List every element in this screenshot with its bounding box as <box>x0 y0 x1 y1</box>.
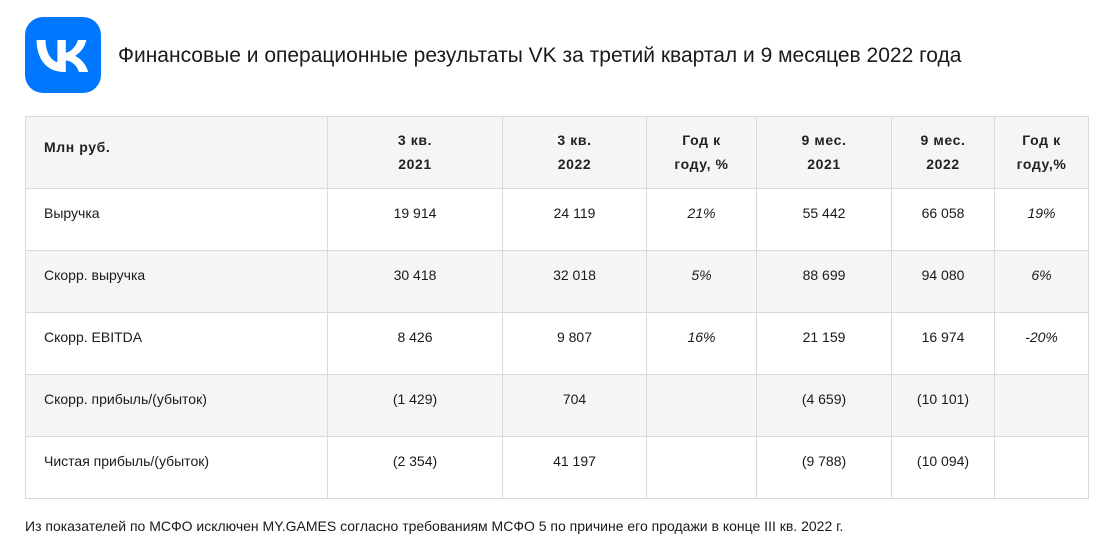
column-header-line: 2021 <box>807 156 841 172</box>
table-row: Скорр. выручка 30 418 32 018 5% 88 699 9… <box>25 250 1089 313</box>
column-header-q3-2022: 3 кв. 2022 <box>502 116 647 189</box>
column-header-line: году, % <box>674 156 729 172</box>
table-cell: 19 914 <box>327 188 503 251</box>
column-header-yoy-9m: Год к году,% <box>994 116 1089 189</box>
table-row: Скорр. EBITDA 8 426 9 807 16% 21 159 16 … <box>25 312 1089 375</box>
row-label: Выручка <box>25 188 328 251</box>
column-header-line: 2022 <box>557 156 592 172</box>
page-title: Финансовые и операционные результаты VK … <box>118 44 962 67</box>
table-cell: (10 101) <box>891 374 995 437</box>
footnote: Из показателей по МСФО исключен MY.GAMES… <box>25 518 844 534</box>
column-header-line: году,% <box>1016 156 1067 172</box>
table-header-row: Млн руб. 3 кв. 2021 3 кв. 2022 Год к году, … <box>25 116 1089 189</box>
row-label: Чистая прибыль/(убыток) <box>25 436 328 499</box>
table-cell: 24 119 <box>502 188 647 251</box>
column-header-9m-2022: 9 мес. 2022 <box>891 116 995 189</box>
table-cell: (4 659) <box>756 374 892 437</box>
table-cell-percent: 6% <box>994 250 1089 313</box>
column-header-line: 9 мес. <box>920 132 966 148</box>
vk-logo-glyph <box>36 40 89 72</box>
table-cell-percent: 21% <box>646 188 757 251</box>
row-label: Скорр. выручка <box>25 250 328 313</box>
table-cell-percent: 16% <box>646 312 757 375</box>
column-header-line: 3 кв. <box>397 132 433 148</box>
column-header-9m-2021: 9 мес. 2021 <box>756 116 892 189</box>
table-cell: (10 094) <box>891 436 995 499</box>
table-cell-percent <box>994 374 1089 437</box>
table-cell: 55 442 <box>756 188 892 251</box>
table-row: Выручка 19 914 24 119 21% 55 442 66 058 … <box>25 188 1089 251</box>
table-cell: (2 354) <box>327 436 503 499</box>
financial-results-table: Млн руб. 3 кв. 2021 3 кв. 2022 Год к году, … <box>25 116 1089 499</box>
table-cell-percent <box>646 436 757 499</box>
table-cell-percent: 19% <box>994 188 1089 251</box>
table-cell: 88 699 <box>756 250 892 313</box>
table-cell: 41 197 <box>502 436 647 499</box>
column-header-line: Млн руб. <box>44 139 111 155</box>
table-cell-percent: -20% <box>994 312 1089 375</box>
column-header-units: Млн руб. <box>25 116 328 189</box>
table-cell: 32 018 <box>502 250 647 313</box>
column-header-line: Год к <box>1022 132 1061 148</box>
column-header-line: Год к <box>682 132 721 148</box>
table-cell: (1 429) <box>327 374 503 437</box>
table-cell: 94 080 <box>891 250 995 313</box>
table-cell-percent <box>646 374 757 437</box>
column-header-line: 9 мес. <box>801 132 847 148</box>
table-cell: 21 159 <box>756 312 892 375</box>
table-row: Скорр. прибыль/(убыток) (1 429) 704 (4 6… <box>25 374 1089 437</box>
column-header-line: 2021 <box>398 156 432 172</box>
table-row: Чистая прибыль/(убыток) (2 354) 41 197 (… <box>25 436 1089 499</box>
row-label: Скорр. прибыль/(убыток) <box>25 374 328 437</box>
table-cell: (9 788) <box>756 436 892 499</box>
table-cell: 66 058 <box>891 188 995 251</box>
table-cell: 8 426 <box>327 312 503 375</box>
column-header-yoy-q3: Год к году, % <box>646 116 757 189</box>
table-cell: 704 <box>502 374 647 437</box>
row-label: Скорр. EBITDA <box>25 312 328 375</box>
table-cell: 9 807 <box>502 312 647 375</box>
table-cell-percent: 5% <box>646 250 757 313</box>
vk-logo-icon <box>25 17 101 93</box>
table-cell: 16 974 <box>891 312 995 375</box>
table-cell-percent <box>994 436 1089 499</box>
column-header-line: 2022 <box>926 156 960 172</box>
column-header-q3-2021: 3 кв. 2021 <box>327 116 503 189</box>
table-cell: 30 418 <box>327 250 503 313</box>
column-header-line: 3 кв. <box>557 132 592 148</box>
